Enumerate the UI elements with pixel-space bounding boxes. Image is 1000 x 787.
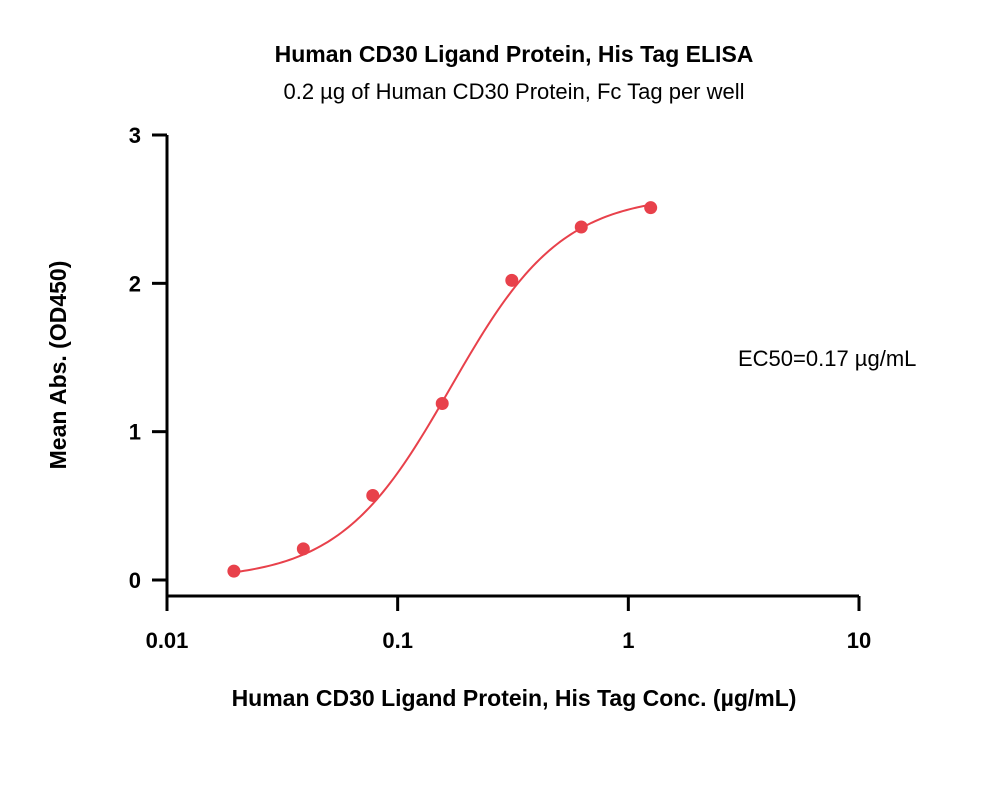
ticks: 0.01 0.1 1 10 0 1 2 3 xyxy=(129,123,871,653)
ec50-annotation: EC50=0.17 µg/mL xyxy=(738,346,916,371)
fit-curve-group xyxy=(233,203,651,574)
data-points xyxy=(227,201,658,578)
y-axis-title: Mean Abs. (OD450) xyxy=(45,261,71,470)
axes xyxy=(165,135,859,598)
chart-title: Human CD30 Ligand Protein, His Tag ELISA xyxy=(275,41,754,67)
x-tick-label: 10 xyxy=(847,628,871,653)
data-point xyxy=(227,564,241,578)
fit-curve xyxy=(233,203,651,574)
y-tick-label: 2 xyxy=(129,271,141,296)
x-tick-label: 0.01 xyxy=(146,628,189,653)
data-point xyxy=(644,201,658,215)
data-point xyxy=(505,273,519,287)
x-tick-label: 1 xyxy=(622,628,634,653)
y-tick-label: 3 xyxy=(129,123,141,148)
data-point xyxy=(366,488,380,502)
y-tick-label: 1 xyxy=(129,420,141,445)
chart-subtitle: 0.2 µg of Human CD30 Protein, Fc Tag per… xyxy=(283,79,744,104)
data-point xyxy=(435,396,449,410)
data-point xyxy=(574,220,588,234)
y-tick-label: 0 xyxy=(129,568,141,593)
data-point xyxy=(296,542,310,556)
x-tick-label: 0.1 xyxy=(382,628,413,653)
x-axis-title: Human CD30 Ligand Protein, His Tag Conc.… xyxy=(232,685,797,711)
